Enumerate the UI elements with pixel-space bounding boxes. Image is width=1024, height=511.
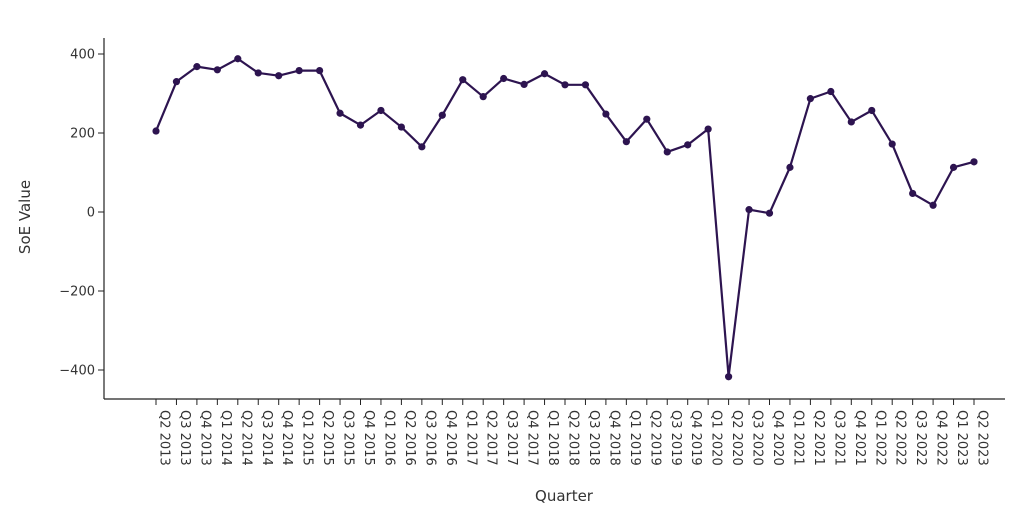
data-point (929, 201, 937, 209)
data-point (336, 109, 344, 117)
y-tick-label: −400 (59, 364, 95, 379)
x-tick-label: Q4 2016 (443, 410, 458, 466)
x-tick-label: Q3 2016 (422, 410, 437, 466)
data-point (275, 72, 283, 80)
series-line (154, 57, 975, 378)
data-point (806, 95, 815, 103)
data-point (602, 110, 610, 118)
x-tick-label: Q3 2018 (586, 410, 601, 466)
data-point (786, 163, 794, 171)
y-tick-label: 200 (70, 127, 95, 142)
x-tick-label: Q4 2013 (197, 410, 212, 466)
data-point (418, 143, 426, 151)
x-tick-label: Q2 2016 (402, 410, 417, 466)
y-tick-label: 0 (87, 206, 95, 221)
x-tick-label: Q2 2023 (975, 410, 990, 466)
data-point (316, 66, 324, 75)
data-point (500, 74, 508, 83)
x-tick-label: Q4 2020 (770, 410, 785, 466)
y-axis: −400 −200 0 200 400 (59, 38, 105, 399)
x-tick-label: Q2 2022 (893, 410, 908, 466)
x-tick-label: Q2 2017 (484, 410, 499, 466)
x-tick-label: Q2 2015 (320, 410, 335, 466)
x-tick-label: Q1 2020 (709, 410, 724, 466)
data-point (520, 80, 528, 89)
data-point (254, 69, 262, 77)
data-point (725, 373, 733, 381)
data-point (909, 189, 917, 198)
x-tick-label: Q1 2022 (872, 410, 887, 466)
x-tick-label: Q3 2013 (177, 410, 192, 466)
x-tick-label: Q2 2013 (157, 410, 172, 466)
data-point (295, 66, 303, 75)
data-point (745, 206, 753, 214)
data-point (622, 138, 630, 146)
data-point (540, 70, 549, 78)
data-point (663, 148, 671, 156)
y-axis-title: SoE Value (16, 180, 34, 254)
x-tick-label: Q2 2021 (811, 410, 826, 466)
data-point (152, 127, 160, 135)
y-tick-label: −200 (59, 285, 95, 300)
data-point (643, 115, 651, 123)
x-tick-label: Q3 2014 (259, 410, 274, 466)
data-point (561, 81, 569, 89)
x-tick-label: Q1 2019 (627, 410, 642, 466)
data-point (684, 141, 692, 149)
x-tick-label: Q3 2019 (668, 410, 683, 466)
data-point (172, 78, 181, 86)
series-layer (152, 55, 978, 381)
y-tick-label: 400 (70, 48, 95, 63)
data-point (868, 106, 876, 115)
data-point (827, 87, 835, 96)
x-tick-label: Q2 2018 (566, 410, 581, 466)
x-tick-label: Q1 2017 (463, 410, 478, 466)
x-tick-label: Q1 2023 (954, 410, 969, 466)
data-point (356, 121, 365, 129)
data-point (949, 163, 958, 171)
x-tick-label: Q3 2015 (341, 410, 356, 466)
data-point (438, 111, 446, 119)
x-tick-label: Q4 2018 (606, 410, 621, 466)
x-tick-label: Q4 2019 (688, 410, 703, 466)
x-tick-label: Q1 2021 (790, 410, 805, 466)
data-point (213, 66, 221, 74)
x-tick-label: Q2 2019 (647, 410, 662, 466)
data-point (704, 125, 712, 133)
x-axis: Q2 2013 Q3 2013 Q4 2013 Q1 2014 Q2 2014 Q3 20… (104, 398, 1005, 466)
x-tick-label: Q1 2014 (218, 410, 233, 466)
x-tick-label: Q4 2015 (361, 410, 376, 466)
x-tick-label: Q1 2015 (300, 410, 315, 466)
data-point (847, 118, 855, 126)
x-tick-label: Q1 2016 (381, 410, 396, 466)
x-tick-label: Q3 2020 (750, 410, 765, 466)
data-point (765, 209, 774, 217)
x-tick-label: Q4 2017 (525, 410, 540, 466)
x-tick-label: Q2 2020 (729, 410, 744, 466)
x-tick-label: Q4 2022 (934, 410, 949, 466)
data-point (581, 81, 590, 89)
data-point (479, 93, 487, 101)
x-tick-label: Q3 2021 (831, 410, 846, 466)
x-axis-title: Quarter (535, 487, 594, 505)
x-tick-label: Q4 2021 (852, 410, 867, 466)
x-tick-label: Q4 2014 (279, 410, 294, 466)
x-tick-label: Q3 2017 (504, 410, 519, 466)
data-point (193, 63, 201, 71)
x-tick-label: Q3 2022 (913, 410, 928, 466)
data-point (397, 123, 405, 131)
data-point (888, 140, 896, 148)
data-point (234, 55, 242, 63)
x-tick-label: Q1 2018 (545, 410, 560, 466)
x-tick-label: Q2 2014 (238, 410, 253, 466)
data-point (459, 76, 467, 84)
data-point (377, 106, 385, 115)
data-point (970, 158, 978, 166)
